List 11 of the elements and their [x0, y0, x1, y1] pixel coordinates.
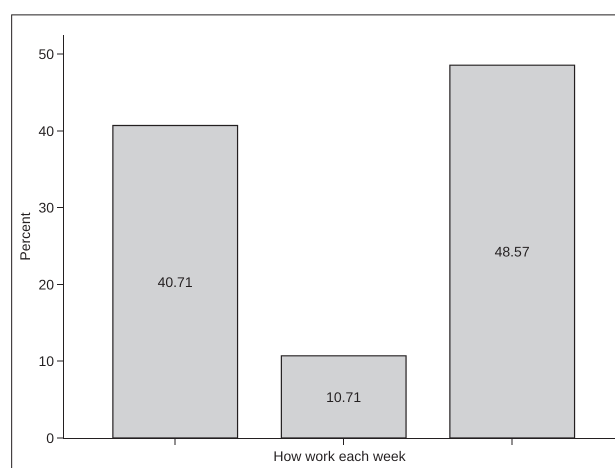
y-tick-label: 0: [46, 430, 54, 446]
data-label: 40.71: [158, 274, 193, 290]
data-label: 10.71: [326, 388, 362, 405]
x-axis-title: How work each week: [273, 448, 407, 464]
data-label: 48.57: [494, 244, 530, 260]
y-tick-label: 30: [38, 200, 54, 216]
y-tick-label: 20: [38, 276, 54, 292]
y-tick-label: 10: [38, 353, 54, 370]
y-tick-label: 40: [38, 122, 54, 139]
y-axis-title: Percent: [17, 212, 34, 261]
y-tick-label: 50: [38, 46, 54, 62]
